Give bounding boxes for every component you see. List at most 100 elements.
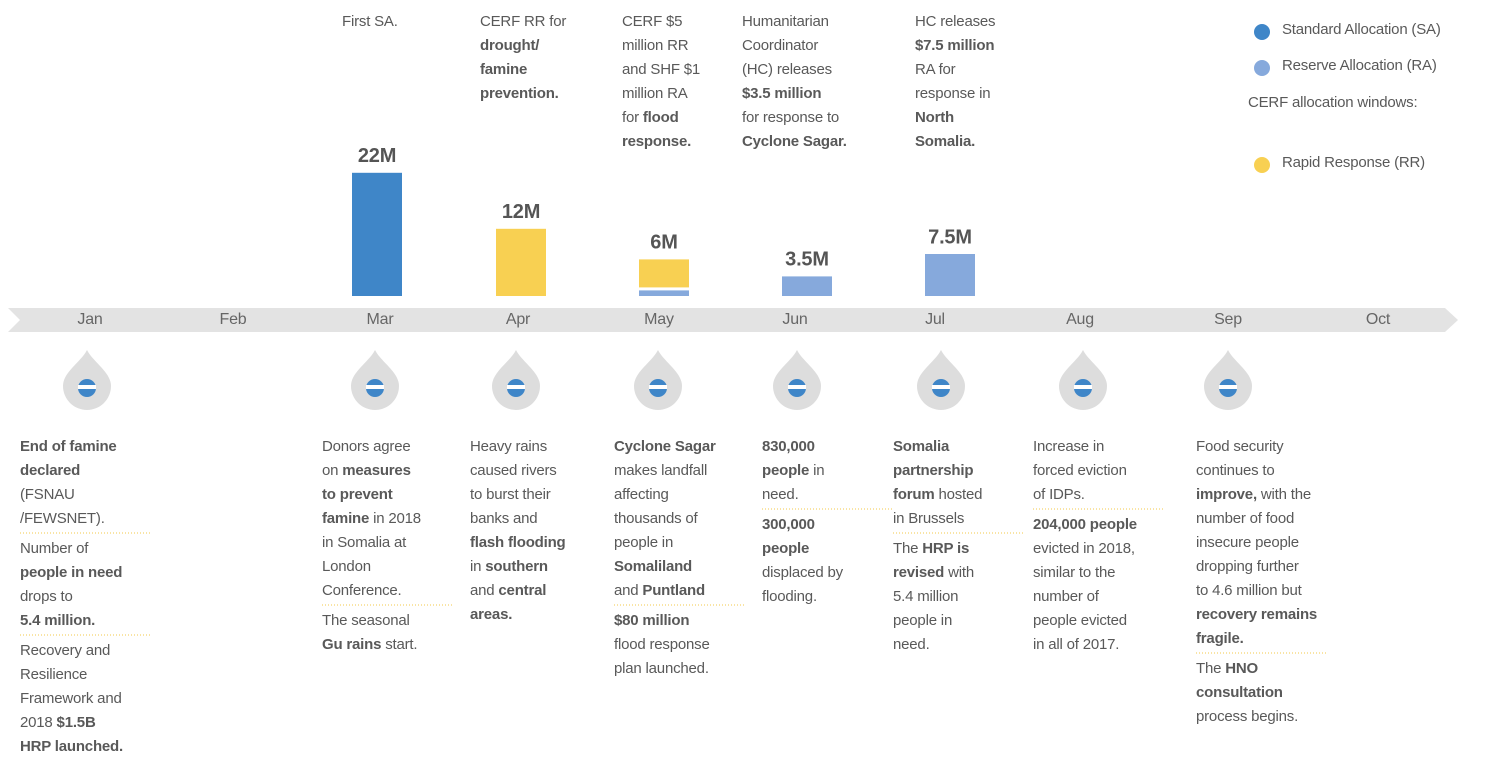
total-label: 3.5M bbox=[785, 249, 829, 271]
drop-symbol-base bbox=[932, 385, 950, 389]
text-run: caused rivers bbox=[470, 462, 557, 479]
text-run: Conference. bbox=[322, 582, 402, 599]
text-run: and bbox=[470, 582, 498, 599]
text-run: on bbox=[322, 462, 342, 479]
legend-swatch bbox=[1254, 60, 1270, 76]
annotation-line: consultation bbox=[1196, 684, 1283, 701]
text-run: declared bbox=[20, 462, 80, 479]
text-run: people in bbox=[614, 534, 673, 551]
text-run: people in need bbox=[20, 564, 122, 581]
annotation-line: RA for bbox=[915, 61, 956, 78]
annotation-line: people evicted bbox=[1033, 612, 1127, 629]
annotation-line: flooding. bbox=[762, 588, 817, 605]
drop-symbol-base bbox=[507, 385, 525, 389]
text-run: people evicted bbox=[1033, 612, 1127, 629]
text-run: need. bbox=[893, 636, 930, 653]
annotation-line: million RA bbox=[622, 85, 688, 102]
text-run: Humanitarian bbox=[742, 13, 829, 30]
legend-label: Standard Allocation (SA) bbox=[1282, 21, 1441, 38]
annotation-line: HC releases bbox=[915, 13, 995, 30]
text-run: in bbox=[470, 558, 485, 575]
text-run: CERF RR for bbox=[480, 13, 566, 30]
annotation-line: The HNO bbox=[1196, 660, 1258, 677]
annotation-line: people in need bbox=[20, 564, 122, 581]
month-label: Jul bbox=[925, 311, 945, 328]
text-run: southern bbox=[485, 558, 548, 575]
annotation-line: for flood bbox=[622, 109, 679, 126]
text-run: 830,000 bbox=[762, 438, 815, 455]
annotation-line: on measures bbox=[322, 462, 411, 479]
annotation-line: for response to bbox=[742, 109, 839, 126]
text-run: makes landfall bbox=[614, 462, 707, 479]
text-run: evicted in 2018, bbox=[1033, 540, 1135, 557]
bar-segment bbox=[925, 254, 975, 296]
legend-label: Rapid Response (RR) bbox=[1282, 154, 1425, 171]
text-run: North bbox=[915, 109, 954, 126]
annotation-line: First SA. bbox=[342, 13, 398, 30]
annotation-line: The HRP is bbox=[893, 540, 969, 557]
annotation-line: revised with bbox=[893, 564, 974, 581]
month-label: Feb bbox=[220, 311, 247, 328]
text-run: /FEWSNET). bbox=[20, 510, 105, 527]
text-run: The bbox=[1196, 660, 1225, 677]
text-run: HRP launched. bbox=[20, 738, 123, 755]
text-run: Gu rains bbox=[322, 636, 381, 653]
text-run: The bbox=[893, 540, 922, 557]
annotation-line: Conference. bbox=[322, 582, 402, 599]
text-run: The seasonal bbox=[322, 612, 410, 629]
text-run: $7.5 million bbox=[915, 37, 994, 54]
bar-segment bbox=[496, 228, 546, 296]
legend-swatch bbox=[1254, 24, 1270, 40]
annotation-line: continues to bbox=[1196, 462, 1275, 479]
text-run: response in bbox=[915, 85, 990, 102]
annotation-line: and SHF $1 bbox=[622, 61, 700, 78]
text-run: people bbox=[762, 462, 809, 479]
annotation-line: insecure people bbox=[1196, 534, 1299, 551]
month-label: Aug bbox=[1066, 311, 1094, 328]
text-run: Cyclone Sagar bbox=[614, 438, 716, 455]
drop-symbol-base bbox=[649, 385, 667, 389]
text-run: process begins. bbox=[1196, 708, 1298, 725]
annotation-line: number of food bbox=[1196, 510, 1294, 527]
text-run: recovery remains bbox=[1196, 606, 1317, 623]
annotation-line: in Somalia at bbox=[322, 534, 407, 551]
text-run: CERF $5 bbox=[622, 13, 682, 30]
text-run: drought/ bbox=[480, 37, 540, 54]
annotation-line: Humanitarian bbox=[742, 13, 829, 30]
annotation-line: similar to the bbox=[1033, 564, 1115, 581]
annotation-line: and Puntland bbox=[614, 582, 705, 599]
text-run: RA for bbox=[915, 61, 956, 78]
text-run: in bbox=[809, 462, 824, 479]
text-run: $80 million bbox=[614, 612, 689, 629]
annotation-line: need. bbox=[762, 486, 799, 503]
annotation-line: Framework and bbox=[20, 690, 122, 707]
text-run: Cyclone Sagar. bbox=[742, 133, 847, 150]
annotation-line: thousands of bbox=[614, 510, 699, 527]
text-run: fragile. bbox=[1196, 630, 1244, 647]
annotation-line: displaced by bbox=[762, 564, 844, 581]
text-run: Framework and bbox=[20, 690, 122, 707]
text-run: and SHF $1 bbox=[622, 61, 700, 78]
text-run: Somalia bbox=[893, 438, 950, 455]
text-run: HC releases bbox=[915, 13, 995, 30]
text-run: in all of 2017. bbox=[1033, 636, 1119, 653]
text-run: First SA. bbox=[342, 13, 398, 30]
text-run: Donors agree bbox=[322, 438, 411, 455]
annotation-line: HRP launched. bbox=[20, 738, 123, 755]
text-run: consultation bbox=[1196, 684, 1283, 701]
text-run: Resilience bbox=[20, 666, 87, 683]
annotation-line: partnership bbox=[893, 462, 973, 479]
annotation-line: declared bbox=[20, 462, 80, 479]
text-run: Puntland bbox=[642, 582, 705, 599]
annotation-line: dropping further bbox=[1196, 558, 1299, 575]
annotation-line: CERF $5 bbox=[622, 13, 682, 30]
annotation-line: famine in 2018 bbox=[322, 510, 421, 527]
annotation-line: Food security bbox=[1196, 438, 1284, 455]
drop-symbol-base bbox=[78, 385, 96, 389]
text-run: Coordinator bbox=[742, 37, 818, 54]
text-run: Food security bbox=[1196, 438, 1284, 455]
annotation-line: number of bbox=[1033, 588, 1100, 605]
annotation-line: Resilience bbox=[20, 666, 87, 683]
annotation-line: drought/ bbox=[480, 37, 540, 54]
